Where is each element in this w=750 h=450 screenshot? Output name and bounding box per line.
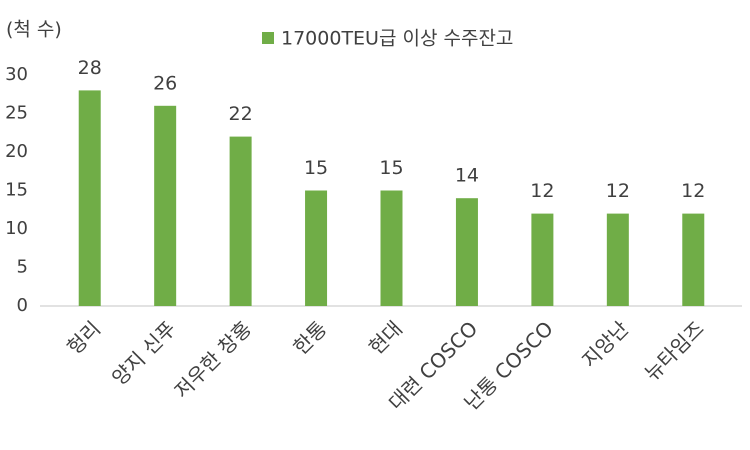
data-label: 22 (229, 103, 253, 125)
data-label: 12 (530, 180, 554, 202)
legend-label: 17000TEU급 이상 수주잔고 (281, 28, 513, 50)
data-label: 12 (606, 180, 630, 202)
x-tick-label: 뉴타임즈 (640, 316, 709, 385)
bar (682, 213, 705, 306)
bar (455, 198, 478, 306)
data-label: 15 (304, 157, 328, 179)
bar (154, 105, 177, 306)
data-label: 14 (455, 165, 479, 187)
x-tick-label: 한통 (288, 316, 331, 359)
bar (305, 190, 328, 306)
data-label: 12 (681, 180, 705, 202)
y-tick-label: 25 (5, 103, 28, 124)
legend-swatch (262, 32, 274, 44)
bar (229, 136, 252, 306)
bar (531, 213, 554, 306)
y-tick-label: 20 (5, 141, 28, 162)
x-tick-label: 헝리 (62, 316, 105, 359)
data-label: 26 (153, 72, 177, 94)
x-tick-label: 현대 (364, 316, 407, 359)
x-tick-label: 양지 신푸 (107, 316, 181, 390)
x-tick-label: 저우한 창홍 (170, 316, 257, 403)
y-axis-label: (척 수) (6, 19, 62, 41)
y-tick-label: 30 (5, 64, 28, 85)
y-tick-label: 0 (17, 295, 28, 316)
y-tick-label: 5 (17, 257, 28, 278)
bar (78, 90, 101, 307)
y-tick-label: 10 (5, 218, 28, 239)
x-tick-label: 지앙난 (577, 316, 633, 372)
bar (380, 190, 403, 306)
y-tick-label: 15 (5, 180, 28, 201)
data-label: 28 (78, 57, 102, 79)
data-label: 15 (379, 157, 403, 179)
bar (606, 213, 629, 306)
